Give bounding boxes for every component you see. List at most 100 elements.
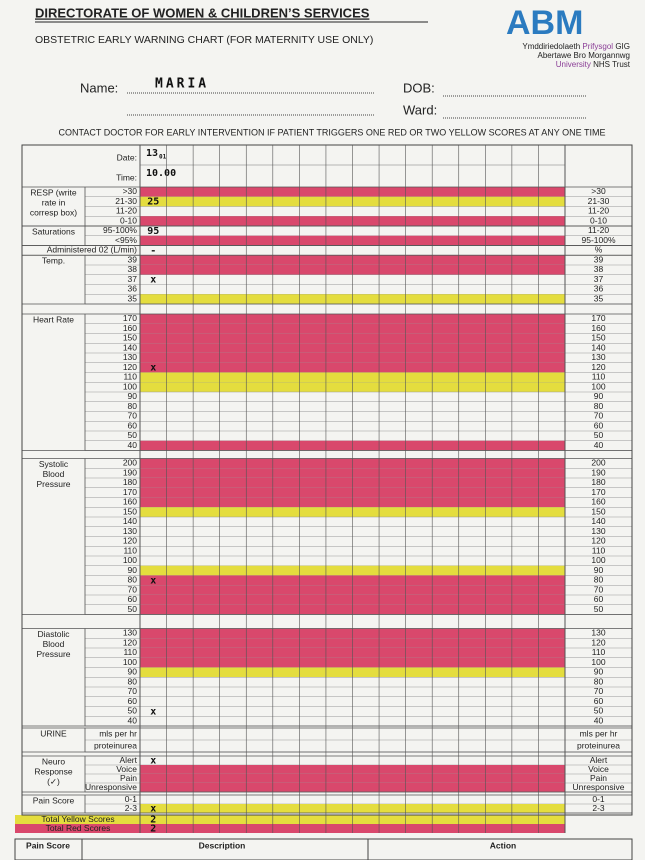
instruction: CONTACT DOCTOR FOR EARLY INTERVENTION IF… [59, 127, 606, 137]
right-label: 70 [594, 686, 604, 696]
entry: 2 [150, 824, 156, 835]
right-label: 110 [592, 372, 606, 382]
logo-line: Abertawe Bro Morgannwg [538, 51, 631, 60]
right-label: 50 [594, 430, 604, 440]
right-label: 160 [591, 323, 605, 333]
entry: - [150, 245, 156, 256]
right-label: 160 [591, 497, 605, 507]
right-label: 130 [591, 628, 605, 638]
right-label: 100 [591, 657, 605, 667]
entry: 25 [147, 197, 159, 208]
row-label: 120 [123, 637, 137, 647]
right-label: 100 [591, 381, 605, 391]
row-label: 60 [128, 594, 138, 604]
row-label: 140 [123, 516, 137, 526]
row-label: 11-20 [116, 206, 137, 216]
section-label: Administered 02 (L/min) [47, 245, 137, 255]
entry: 2 [150, 815, 156, 826]
section-label: rate in [42, 197, 66, 207]
entry: x [150, 275, 156, 286]
entry: x [150, 706, 156, 717]
ward-label: Ward: [403, 102, 437, 117]
right-label: 11-20 [588, 206, 609, 216]
row-label: Alert [120, 755, 138, 765]
section-label: Saturations [32, 226, 75, 236]
right-label: 60 [594, 594, 604, 604]
row-label: 130 [123, 526, 137, 536]
section-label: corresp box) [30, 207, 77, 217]
right-label: 38 [594, 264, 604, 274]
right-label: 140 [591, 342, 605, 352]
row-label: 70 [128, 686, 138, 696]
row-label: 190 [123, 467, 137, 477]
band-red [15, 824, 565, 833]
row-label: 90 [128, 565, 138, 575]
right-label: 90 [594, 667, 604, 677]
row-label: 160 [123, 497, 137, 507]
right-label: >30 [591, 186, 606, 196]
row-label: 90 [128, 391, 138, 401]
row-label: 0-1 [125, 794, 138, 804]
logo-line: Ymddiriedolaeth Prifysgol GIG [522, 42, 630, 51]
row-label: Voice [116, 764, 137, 774]
section-label: (✓) [47, 776, 60, 786]
frame [21, 144, 633, 816]
right-label: 170 [591, 313, 605, 323]
right-label: 100 [591, 555, 605, 565]
right-label: 36 [594, 284, 604, 294]
section-label: Systolic [39, 459, 69, 469]
row-label: >30 [123, 186, 138, 196]
right-label: % [595, 245, 603, 255]
footer-heading: Description [199, 840, 246, 850]
right-label: 2-3 [592, 803, 605, 813]
title: DIRECTORATE OF WOMEN & CHILDREN’S SERVIC… [35, 5, 370, 20]
entry: 10.00 [146, 168, 176, 179]
logo-text: NHS Trust [593, 60, 631, 69]
row-label: 110 [123, 647, 137, 657]
right-label: Alert [590, 755, 608, 765]
section-label: Blood [43, 639, 65, 649]
right-label: 11-20 [588, 225, 609, 235]
row-label: 35 [128, 293, 138, 303]
right-label: 80 [594, 676, 604, 686]
right-label: Pain [590, 773, 607, 783]
row-label: 40 [128, 440, 138, 450]
right-label: 120 [591, 637, 605, 647]
right-label: 120 [591, 362, 605, 372]
right-label: 37 [594, 274, 604, 284]
row-label: Unresponsive [85, 782, 137, 792]
dob-label: DOB: [403, 80, 435, 95]
row-label: 110 [123, 372, 137, 382]
row-label: 150 [123, 333, 137, 343]
logo-text: Ymddiriedolaeth [522, 42, 580, 51]
section-label: Response [34, 766, 73, 776]
section-label: Diastolic [37, 629, 70, 639]
right-label: 60 [594, 696, 604, 706]
row-label: 160 [123, 323, 137, 333]
entry: x [150, 363, 156, 374]
row-label: 39 [128, 254, 138, 264]
row-label: proteinurea [94, 740, 137, 750]
row-label: 170 [123, 487, 137, 497]
footer-heading: Action [490, 840, 516, 850]
patient-name: MARIA [155, 77, 209, 92]
name-label: Name: [80, 80, 118, 95]
row-label: 95-100% [103, 225, 137, 235]
entry: x [150, 804, 156, 815]
section-label: Pressure [36, 479, 70, 489]
row-label: 140 [123, 342, 137, 352]
row-label: 110 [123, 545, 137, 555]
row-label: mls per hr [99, 728, 137, 738]
right-label: Unresponsive [573, 782, 625, 792]
total-label: Total Red Scores [46, 823, 111, 833]
right-label: 90 [594, 391, 604, 401]
section-label: Blood [43, 469, 65, 479]
row-label: 70 [128, 584, 138, 594]
footer-table [14, 838, 633, 860]
row-label: 80 [128, 575, 138, 585]
section-label: Temp. [42, 256, 65, 266]
row-label: 70 [128, 411, 138, 421]
row-label: 38 [128, 264, 138, 274]
total-label: Total Yellow Scores [41, 814, 114, 824]
